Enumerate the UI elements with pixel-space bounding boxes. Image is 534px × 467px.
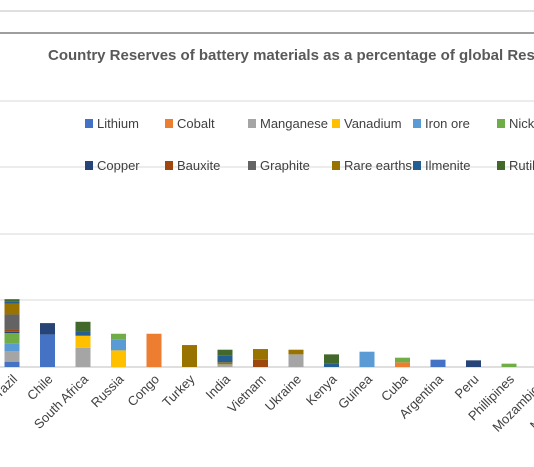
legend-item: Rare earths (332, 158, 412, 173)
bar-segment (76, 331, 91, 336)
legend: Lithium Cobalt Manganese Vanadium Iron ore Ni… (85, 116, 534, 173)
legend-swatch (248, 161, 256, 170)
bar-segment (289, 354, 304, 367)
legend-label: Vanadium (344, 116, 402, 131)
x-tick-label: Ukraine (262, 372, 304, 414)
legend-item: Manganese (248, 116, 328, 131)
legend-item: Graphite (248, 158, 310, 173)
bar-segment (182, 345, 197, 367)
bar-segment (76, 336, 91, 348)
legend-label: Bauxite (177, 158, 220, 173)
x-tick-label: Cuba (378, 371, 411, 404)
bar-segment (253, 360, 268, 367)
bar-segment (218, 350, 233, 356)
bar-segment (502, 364, 517, 367)
legend-swatch (413, 161, 421, 170)
x-tick-label: Turkey (159, 371, 198, 410)
x-tick-label: Congo (124, 372, 162, 410)
legend-swatch (165, 119, 173, 128)
bar-segment (76, 322, 91, 331)
bar-segment (5, 314, 20, 329)
bar-segment (111, 340, 126, 351)
legend-swatch (332, 161, 340, 170)
bar-segment (324, 354, 339, 363)
bar-segment (218, 356, 233, 363)
bar-segment (5, 362, 20, 367)
legend-item: Vanadium (332, 116, 402, 131)
legend-item: Iron ore (413, 116, 470, 131)
bar-segment (5, 299, 20, 302)
legend-swatch (165, 161, 173, 170)
bar-segment (111, 350, 126, 367)
legend-item: Lithium (85, 116, 139, 131)
bar-segment (466, 360, 481, 367)
bar-segment (147, 334, 162, 367)
legend-swatch (85, 161, 93, 170)
bar-segment (431, 360, 446, 367)
legend-label: Ilmenite (425, 158, 471, 173)
legend-label: Graphite (260, 158, 310, 173)
legend-swatch (248, 119, 256, 128)
legend-swatch (497, 161, 505, 170)
legend-swatch (497, 119, 505, 128)
bar-segment (218, 362, 233, 364)
chart-title: Country Reserves of battery materials as… (48, 47, 534, 64)
x-tick-label: India (203, 371, 234, 402)
bar-segment (289, 350, 304, 355)
legend-label: Nickel (509, 116, 534, 131)
legend-label: Rutile (509, 158, 534, 173)
bars (5, 299, 534, 367)
bar-segment (5, 344, 20, 351)
legend-swatch (332, 119, 340, 128)
legend-label: Manganese (260, 116, 328, 131)
bar-segment (360, 352, 375, 367)
legend-label: Lithium (97, 116, 139, 131)
legend-swatch (413, 119, 421, 128)
legend-label: Cobalt (177, 116, 215, 131)
x-tick-label: Vietnam (224, 372, 268, 416)
legend-item: Rutile (497, 158, 534, 173)
bar-segment (5, 302, 20, 304)
legend-label: Copper (97, 158, 140, 173)
x-tick-label: Brazil (0, 371, 20, 405)
legend-item: Nickel (497, 116, 534, 131)
bar-segment (5, 333, 20, 344)
bar-segment (5, 351, 20, 362)
bar-segment (40, 334, 55, 367)
legend-label: Rare earths (344, 158, 412, 173)
bar-segment (5, 304, 20, 315)
legend-swatch (85, 119, 93, 128)
legend-item: Bauxite (165, 158, 220, 173)
bar-segment (40, 323, 55, 334)
bar-segment (253, 349, 268, 360)
x-tick-label: Chile (24, 372, 56, 404)
x-tick-label: Russia (88, 371, 127, 410)
bar-segment (395, 358, 410, 363)
bar-segment (5, 332, 20, 333)
bar-segment (395, 362, 410, 367)
legend-item: Ilmenite (413, 158, 471, 173)
x-tick-label: Peru (452, 372, 482, 402)
bar-segment (5, 329, 20, 332)
bar-segment (218, 364, 233, 367)
legend-item: Cobalt (165, 116, 215, 131)
bar-segment (76, 348, 91, 367)
bar-segment (111, 334, 126, 340)
legend-item: Copper (85, 158, 140, 173)
legend-label: Iron ore (425, 116, 470, 131)
x-tick-label: Kenya (303, 371, 340, 408)
x-tick-label: Guinea (335, 371, 376, 412)
bar-segment (324, 364, 339, 367)
